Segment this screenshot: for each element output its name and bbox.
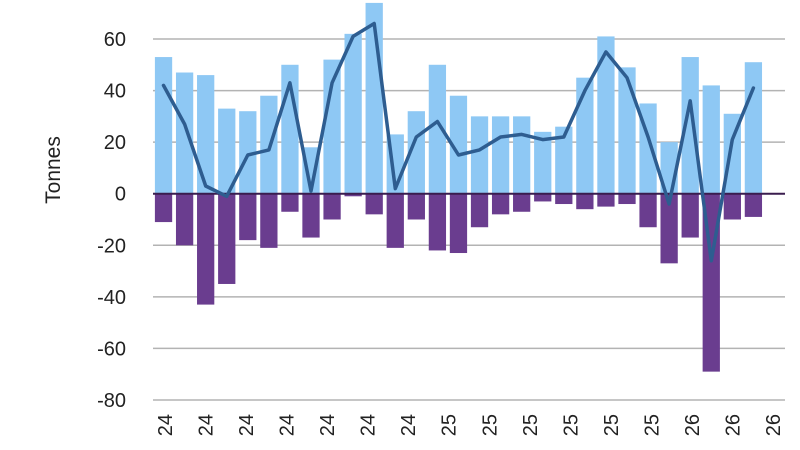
y-tick-labels: 60 40 20 0 -20 -40 -60 -80	[97, 29, 126, 412]
negative-bar	[365, 193, 383, 215]
y-tick-label: -20	[97, 235, 126, 257]
negative-bar	[302, 193, 320, 238]
positive-bar	[513, 116, 531, 194]
x-tick-label: 25	[560, 414, 582, 436]
positive-bar	[302, 147, 320, 194]
y-tick-label: 40	[104, 81, 126, 103]
positive-bar	[491, 116, 510, 194]
positive-bar	[618, 67, 636, 194]
negative-bar	[407, 193, 425, 220]
negative-bar	[239, 193, 257, 241]
positive-bar	[534, 131, 552, 194]
negative-bar	[281, 193, 299, 212]
y-tick-label: 0	[115, 184, 126, 206]
positive-bar	[597, 36, 615, 194]
x-tick-label: 24	[317, 414, 339, 436]
negative-bar	[576, 193, 594, 210]
y-tick-label: 20	[104, 132, 126, 154]
y-axis-title: Tonnes	[42, 136, 65, 204]
y-tick-label: -80	[97, 390, 126, 412]
positive-bar	[555, 126, 573, 194]
negative-bar	[513, 193, 531, 212]
negative-bar	[723, 193, 741, 220]
positive-bar	[323, 59, 341, 194]
negative-bar	[197, 193, 215, 305]
positive-bar	[239, 111, 257, 194]
x-tick-label: 24	[398, 414, 420, 436]
x-tick-label: 24	[155, 414, 177, 436]
x-tick-label: 24	[236, 414, 258, 436]
positive-bar	[702, 85, 720, 194]
positive-bar	[344, 33, 362, 194]
positive-bar	[428, 64, 447, 194]
negative-bar	[260, 193, 278, 248]
negative-bar	[555, 193, 573, 205]
positive-bar	[175, 72, 194, 194]
negative-bar	[681, 193, 699, 238]
x-tick-label: 25	[479, 414, 501, 436]
x-tick-labels: 24 24 24 24 24 24 24 25 25 25 25 25 25 26 26 26	[155, 414, 785, 436]
negative-bar	[323, 193, 341, 220]
negative-bar	[154, 193, 173, 223]
line-series	[161, 21, 756, 263]
negative-bar	[597, 193, 615, 207]
positive-bar	[197, 75, 215, 194]
y-tick-label: -40	[97, 287, 126, 309]
x-tick-label: 24	[196, 414, 218, 436]
negative-bar	[470, 193, 489, 228]
negative-bar	[534, 193, 552, 202]
negative-bar	[744, 193, 763, 217]
negative-bar	[175, 193, 194, 246]
y-tick-label: 60	[104, 29, 126, 51]
negative-bar	[428, 193, 447, 251]
negative-bar	[218, 193, 236, 284]
x-tick-label: 25	[520, 414, 542, 436]
negative-bar	[491, 193, 510, 215]
negative-bar	[449, 193, 468, 254]
x-tick-label: 24	[277, 414, 299, 436]
x-tick-label: 25	[439, 414, 461, 436]
x-tick-label: 26	[763, 414, 785, 436]
x-tick-label: 24	[358, 414, 380, 436]
positive-bar	[449, 95, 468, 194]
x-tick-label: 26	[723, 414, 745, 436]
positive-bar	[681, 57, 699, 194]
x-tick-label: 26	[682, 414, 704, 436]
positive-bar	[154, 57, 173, 194]
negative-bar	[660, 193, 678, 264]
positive-bars	[154, 2, 763, 194]
negative-bar	[639, 193, 657, 228]
negative-bars	[154, 193, 763, 372]
y-tick-label: -60	[97, 338, 126, 360]
positive-bar	[576, 77, 594, 194]
x-tick-label: 25	[641, 414, 663, 436]
negative-bar	[618, 193, 636, 205]
positive-bar	[470, 116, 489, 194]
positive-bar	[744, 62, 763, 194]
gridlines	[153, 38, 785, 401]
negative-bar	[386, 193, 404, 248]
positive-bar	[218, 108, 236, 194]
negative-bar	[344, 193, 362, 197]
x-tick-label: 25	[601, 414, 623, 436]
